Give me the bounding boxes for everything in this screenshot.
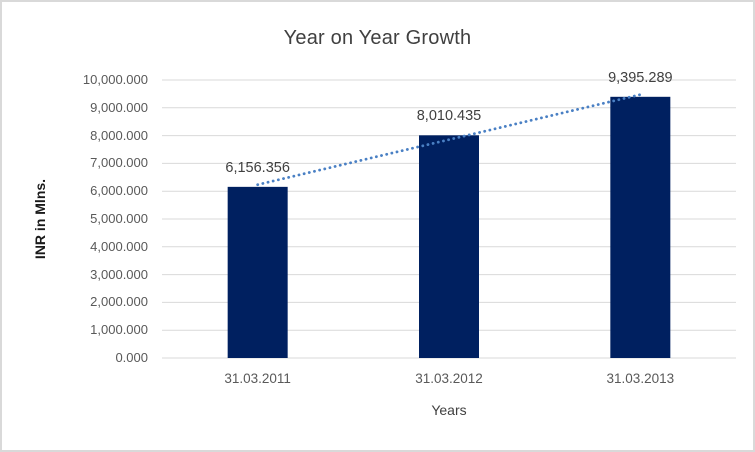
bar-data-label: 8,010.435 [416, 108, 482, 125]
y-tick-label: 0.000 [115, 350, 148, 365]
y-tick-label: 3,000.000 [90, 266, 148, 282]
x-tick-label: 31.03.2013 [606, 371, 675, 386]
x-tick-label: 31.03.2011 [224, 371, 291, 386]
y-tick-label: 2,000.000 [90, 294, 148, 310]
bar-31.03.2011[interactable] [227, 186, 288, 358]
x-axis-title: Years [431, 402, 467, 418]
y-tick-label: 7,000.000 [90, 155, 148, 171]
bar-31.03.2013[interactable] [610, 96, 671, 358]
y-tick-label: 8,000.000 [90, 127, 148, 143]
x-tick-label: 31.03.2012 [415, 371, 483, 386]
y-tick-label: 1,000.000 [90, 322, 148, 338]
y-tick-label: 6,000.000 [90, 183, 148, 199]
bar-data-label: 9,395.289 [608, 69, 673, 86]
trendline[interactable] [256, 93, 642, 187]
bar-data-label: 6,156.356 [225, 159, 290, 176]
chart-title: Year on Year Growth [283, 27, 472, 49]
y-tick-label: 10,000.000 [82, 72, 148, 87]
bar-31.03.2012[interactable] [419, 135, 479, 358]
y-tick-label: 9,000.000 [90, 99, 148, 115]
y-tick-label: 4,000.000 [90, 238, 148, 254]
y-tick-label: 5,000.000 [90, 211, 148, 226]
